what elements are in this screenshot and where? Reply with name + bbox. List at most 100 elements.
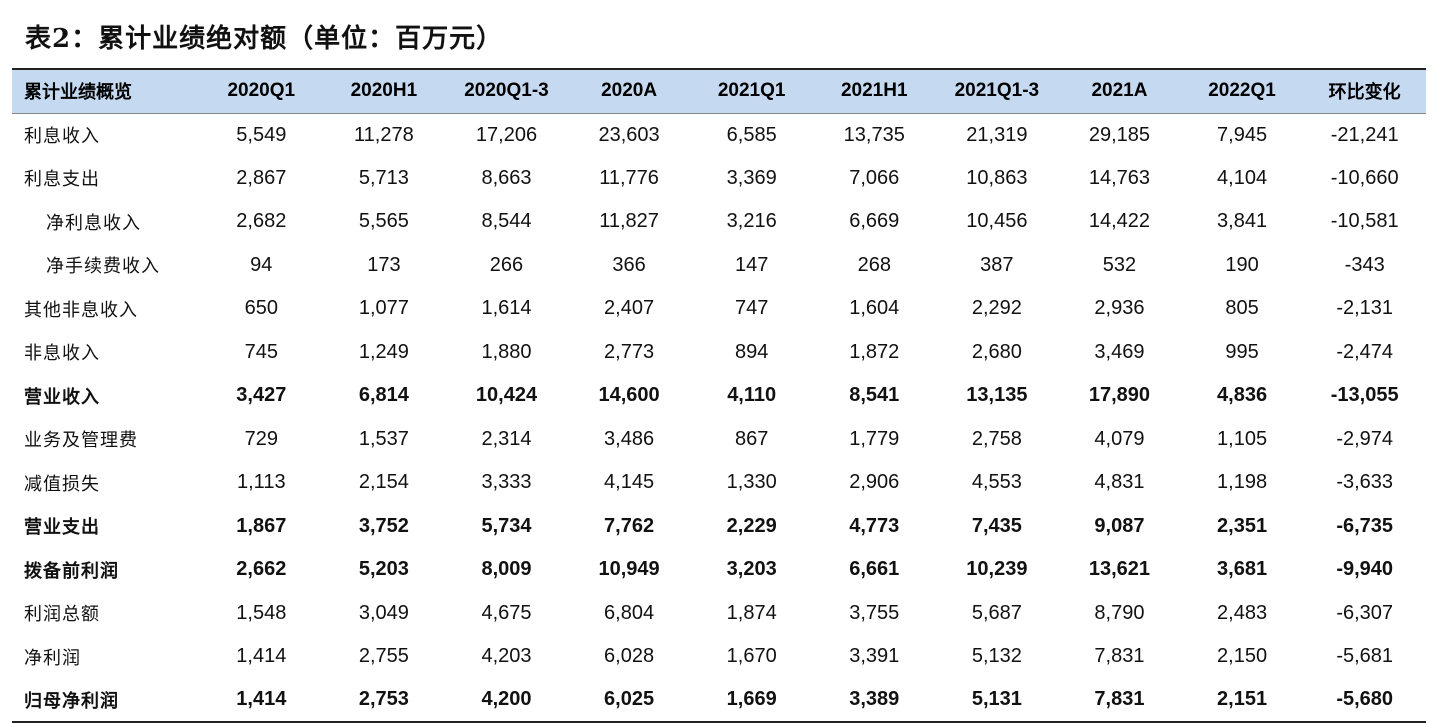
header-row: 累计业绩概览 2020Q1 2020H1 2020Q1-3 2020A 2021Q1 202…	[12, 68, 1426, 114]
table-cell: 1,874	[726, 601, 777, 624]
row-label: 利润总额	[24, 604, 100, 626]
table-cell: 9,087	[1094, 514, 1145, 537]
table-cell: 14,763	[1088, 166, 1151, 189]
table-cell: 8,544	[481, 210, 532, 233]
table-cell: 1,779	[849, 427, 900, 450]
table-cell: 3,755	[849, 601, 900, 624]
table-cell: -10,660	[1330, 166, 1399, 189]
table-cell: 3,486	[604, 427, 655, 450]
table-cell: 1,669	[690, 678, 813, 723]
table-cell: 17,890	[1088, 384, 1151, 407]
table-cell: 4,675	[481, 601, 532, 624]
row-label: 净手续费收入	[46, 256, 160, 278]
table-cell: 13,135	[966, 384, 1028, 407]
table-cell: 995	[1225, 340, 1259, 363]
table-cell: -5,680	[1303, 678, 1426, 723]
table-cell: 3,841	[1217, 210, 1268, 233]
table-cell: 2,483	[1217, 601, 1268, 624]
table-cell: 14,422	[1088, 210, 1151, 233]
table-cell: 13,621	[1088, 558, 1151, 581]
table-cell: 3,391	[849, 645, 900, 668]
table-cell: 8,663	[481, 166, 532, 189]
row-label: 利息收入	[24, 126, 100, 147]
table-cell: 10,424	[475, 384, 538, 407]
table-cell: 23,603	[598, 123, 660, 146]
row-label: 营业收入	[24, 386, 100, 408]
table-cell: 21,319	[966, 123, 1028, 146]
row-label: 归母净利润	[12, 678, 200, 723]
table-cell: 1,880	[481, 340, 532, 363]
table-cell: 10,949	[598, 558, 660, 581]
table-cell: 5,734	[481, 514, 532, 537]
table-cell: 2,753	[322, 678, 446, 723]
table-cell: 2,936	[1094, 297, 1145, 320]
table-cell: 1,330	[726, 471, 777, 494]
table-cell: 2,680	[971, 340, 1022, 363]
table-cell: 2,755	[358, 645, 409, 668]
table-cell: 266	[489, 253, 524, 276]
table-header: 累计业绩概览 2020Q1 2020H1 2020Q1-3 2020A 2021Q1 202…	[12, 68, 1426, 114]
table-cell: 2,758	[971, 427, 1022, 450]
table-cell: 387	[980, 253, 1014, 276]
table-cell: 3,333	[481, 471, 532, 494]
table-cell: 2,150	[1217, 645, 1268, 668]
column-header: 2021Q1	[690, 68, 813, 114]
table-cell: 11,827	[599, 210, 659, 233]
table-cell: 1,077	[358, 297, 409, 320]
table-cell: 1,867	[236, 514, 287, 537]
page-title: 表2：累计业绩绝对额（单位：百万元）	[25, 24, 504, 54]
table-cell: 2,682	[236, 210, 287, 233]
table-row: 非息收入 745 1,249 1,880 2,773 894 1,872 2,680 3,469…	[12, 331, 1426, 375]
table-cell: 5,131	[935, 678, 1059, 723]
table-cell: 867	[734, 427, 769, 450]
table-cell: 729	[244, 427, 278, 450]
table-cell: 1,537	[358, 427, 409, 450]
table-row: 利息收入 5,549 11,278 17,206 23,603 6,585 13,735 21…	[12, 113, 1426, 157]
table-cell: -6,307	[1336, 601, 1394, 624]
row-label: 净利润	[24, 647, 81, 669]
table-cell: 8,541	[849, 384, 900, 407]
table-cell: 17,206	[475, 123, 538, 146]
table-cell: 1,249	[358, 340, 409, 363]
table-cell: -10,581	[1330, 210, 1399, 233]
column-header: 2020Q1	[200, 68, 323, 114]
table-cell: 6,661	[849, 558, 900, 581]
table-cell: 5,687	[971, 601, 1022, 624]
table-cell: 3,469	[1094, 340, 1145, 363]
table-cell: -9,940	[1336, 558, 1394, 581]
table-cell: 7,762	[604, 514, 655, 537]
table-cell: 7,831	[1058, 678, 1181, 723]
table-cell: 2,351	[1217, 514, 1268, 537]
table-cell: 1,113	[237, 471, 286, 494]
table-row: 利润总额 1,548 3,049 4,675 6,804 1,874 3,755 5,687 8…	[12, 592, 1426, 636]
table-cell: 4,200	[445, 678, 568, 723]
table-cell: 1,670	[726, 645, 777, 668]
table-cell: 3,752	[358, 514, 409, 537]
table-cell: 14,600	[598, 384, 660, 407]
table-cell: 190	[1225, 253, 1259, 276]
table-cell: 745	[244, 340, 278, 363]
column-header: 2020A	[567, 68, 691, 114]
table-cell: 747	[734, 297, 769, 320]
table-cell: 13,735	[843, 123, 905, 146]
table-cell: 2,154	[358, 471, 409, 494]
table-cell: 2,151	[1180, 678, 1304, 723]
table-cell: 11,776	[599, 166, 659, 189]
table-cell: 7,831	[1094, 645, 1145, 668]
table-cell: 2,292	[971, 297, 1022, 320]
table-cell: 268	[857, 253, 891, 276]
table-row: 营业支出 1,867 3,752 5,734 7,762 2,229 4,773 7,435 9…	[12, 505, 1426, 549]
table-cell: 1,414	[236, 645, 287, 668]
table-cell: 1,548	[236, 601, 287, 624]
table-cell: 11,278	[354, 123, 414, 146]
table-cell: -5,681	[1336, 645, 1394, 668]
table-cell: 4,110	[727, 384, 777, 407]
table-cell: 2,229	[726, 514, 777, 537]
table-cell: 4,079	[1094, 427, 1145, 450]
column-header: 2020H1	[322, 68, 446, 114]
table-cell: 1,872	[849, 340, 900, 363]
table-cell: 366	[612, 253, 646, 276]
table-cell: 29,185	[1088, 123, 1151, 146]
table-row: 减值损失 1,113 2,154 3,333 4,145 1,330 2,906 4,553 4…	[12, 461, 1426, 505]
table-cell: 2,407	[604, 297, 655, 320]
